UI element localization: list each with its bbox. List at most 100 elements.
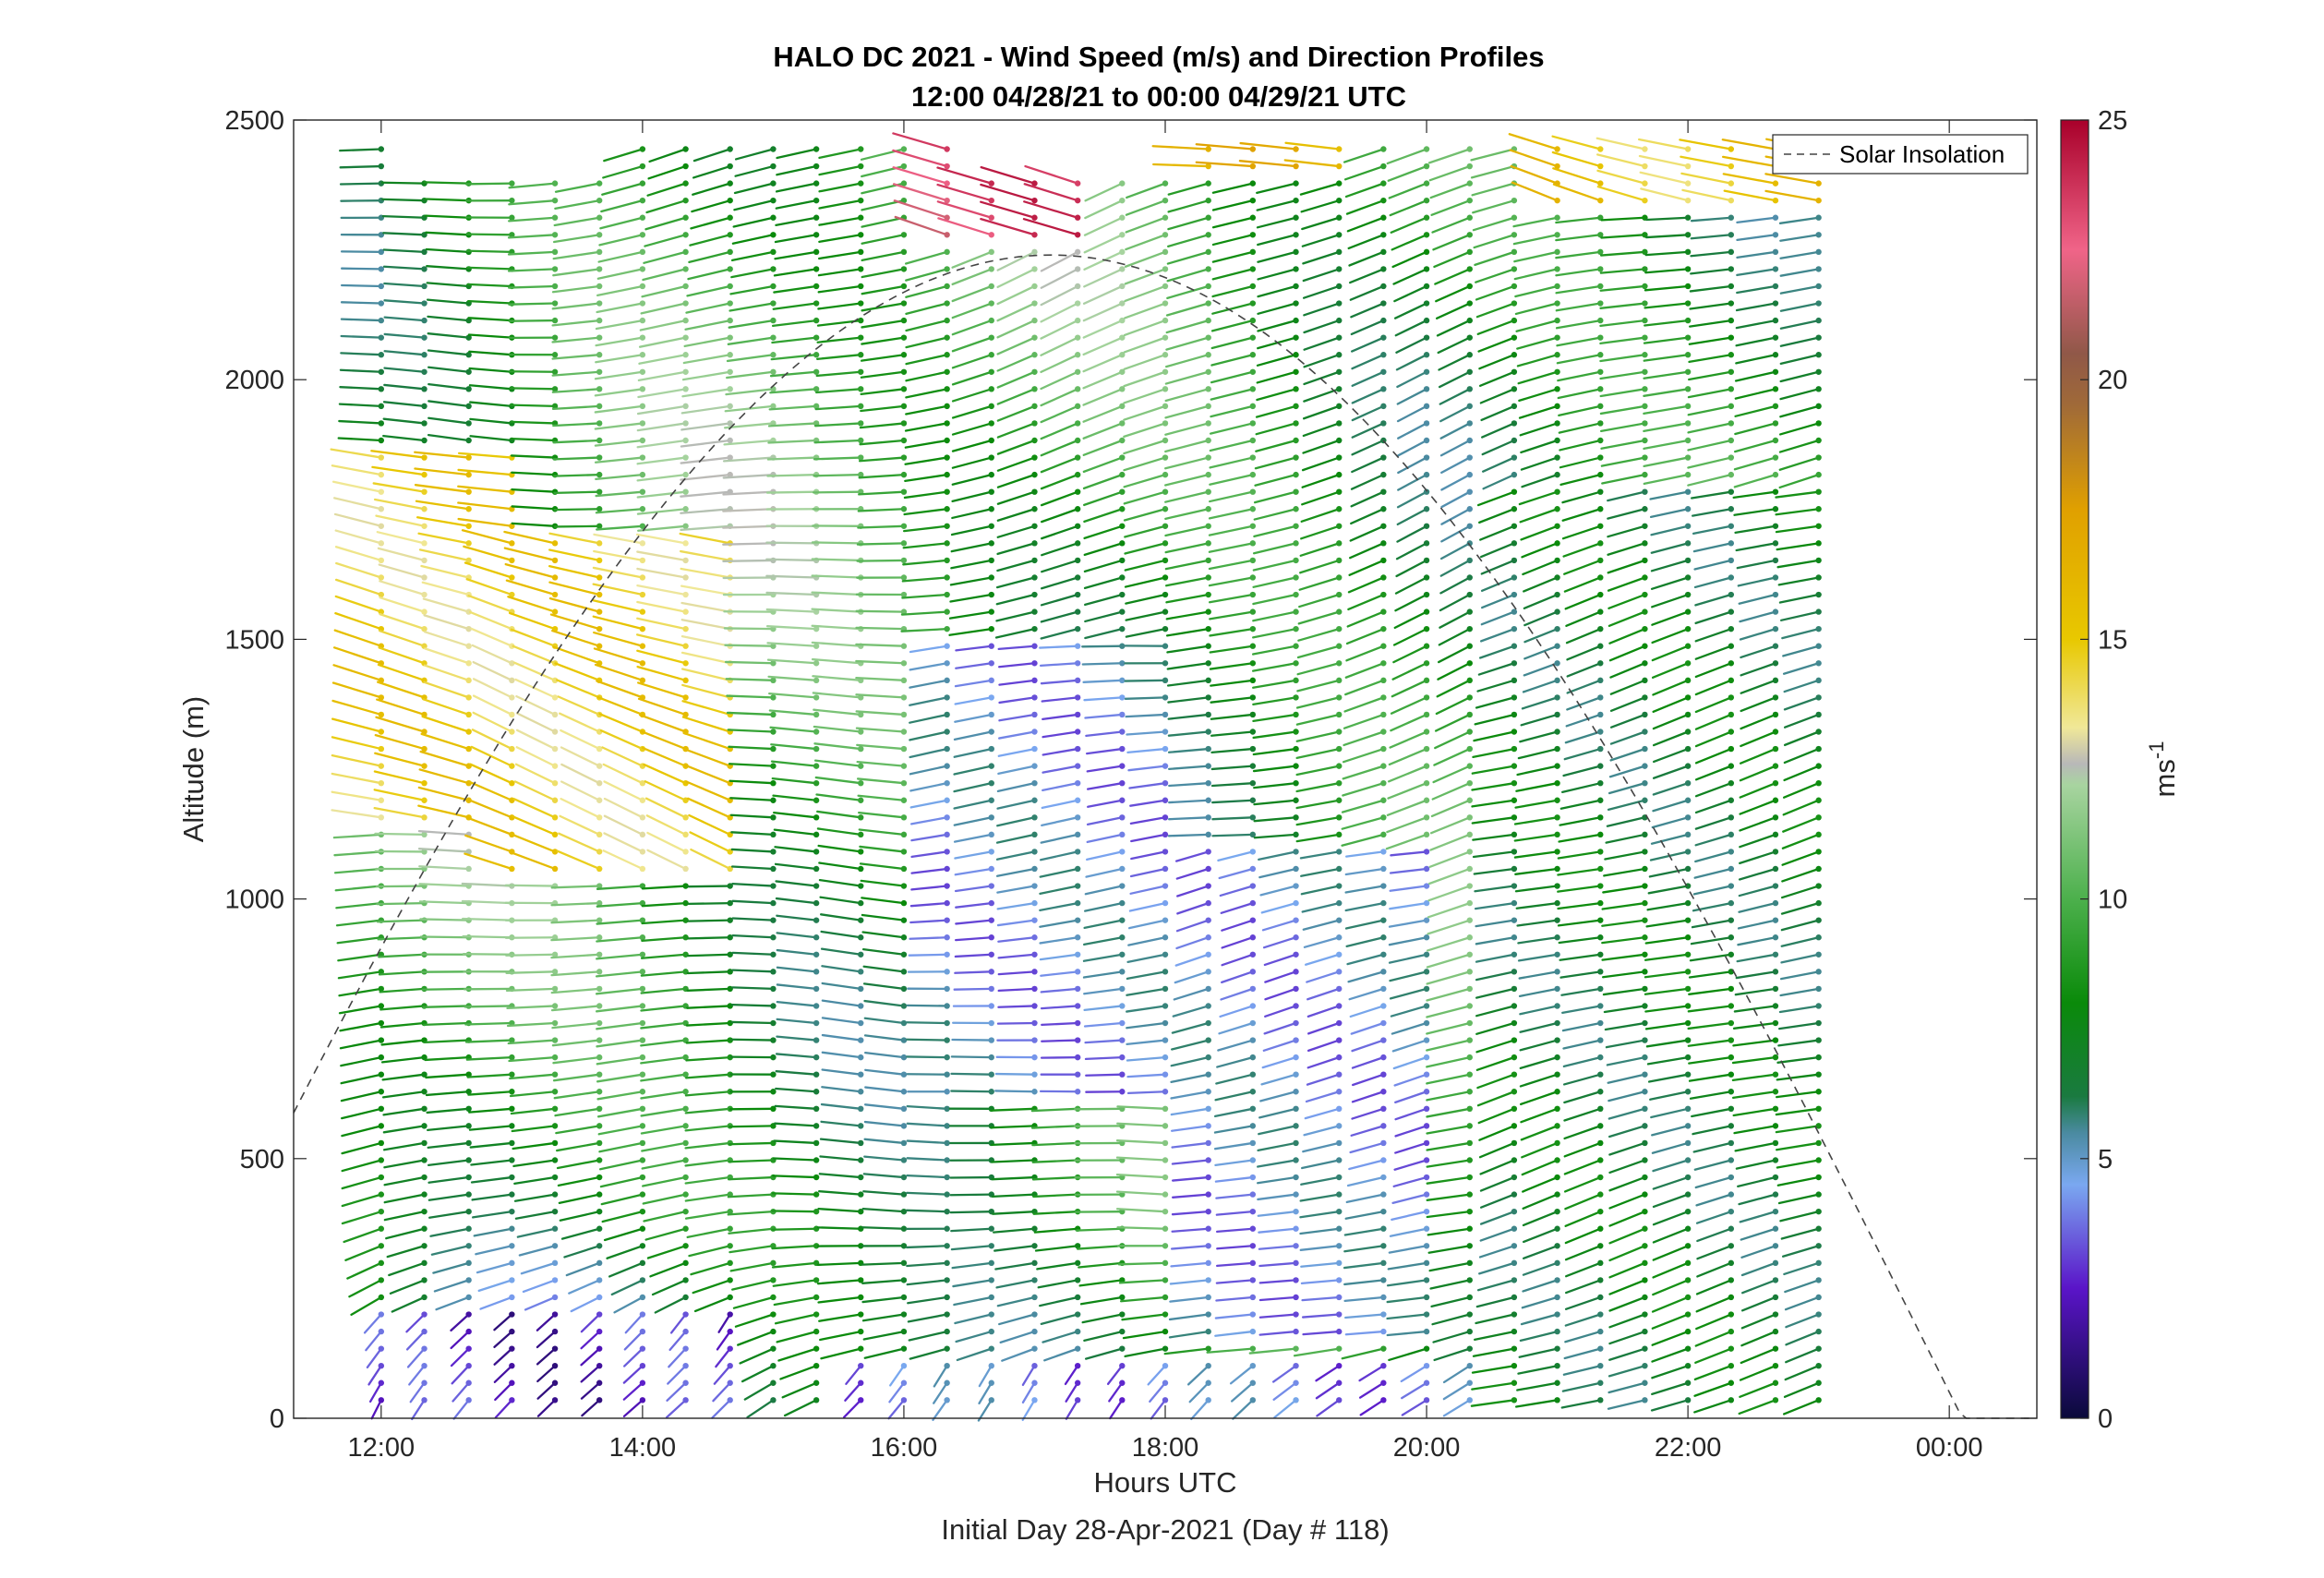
- wind-barb: [1168, 765, 1210, 771]
- wind-barb: [645, 199, 687, 214]
- wind-barb-dot: [944, 523, 950, 529]
- wind-barb-dot: [1031, 831, 1038, 838]
- wind-barb: [1781, 628, 1820, 640]
- wind-barb: [1557, 901, 1602, 910]
- wind-barb-dot: [1684, 214, 1692, 221]
- wind-barb-dot: [1293, 180, 1299, 187]
- wind-barb-dot: [1597, 1174, 1604, 1181]
- wind-barb-dot: [1815, 403, 1822, 410]
- wind-barb: [510, 404, 557, 408]
- wind-barb-dot: [1642, 608, 1648, 615]
- wind-barb-dot: [1466, 471, 1473, 478]
- wind-barb-dot: [1031, 1071, 1038, 1078]
- wind-barb: [558, 832, 601, 853]
- wind-barb-dot: [378, 1345, 385, 1352]
- wind-barb: [951, 422, 993, 436]
- wind-barb: [379, 630, 426, 647]
- wind-barb-dot: [1597, 917, 1604, 923]
- wind-barb: [858, 490, 906, 496]
- wind-barb-dot: [378, 1259, 385, 1267]
- wind-barb-dot: [1380, 763, 1387, 769]
- wind-barb: [1471, 765, 1516, 775]
- wind-barb-dot: [1772, 557, 1779, 564]
- wind-barb-dot: [551, 1071, 559, 1078]
- wind-barb: [1254, 456, 1297, 470]
- wind-barb-dot: [1684, 797, 1692, 803]
- wind-barb: [1256, 1175, 1297, 1185]
- wind-barb: [340, 1055, 382, 1067]
- wind-barb: [906, 1055, 948, 1059]
- wind-barb-dot: [1684, 1328, 1692, 1335]
- wind-barb: [771, 319, 818, 328]
- wind-barb: [640, 1090, 687, 1100]
- wind-barb: [1559, 456, 1602, 469]
- wind-barb-dot: [551, 540, 559, 547]
- wind-barb-dot: [900, 1105, 908, 1113]
- wind-barb-dot: [1815, 985, 1822, 993]
- wind-barb-dot: [1511, 557, 1518, 564]
- wind-barb-dot: [1815, 197, 1822, 204]
- wind-barb-dot: [900, 1208, 908, 1215]
- wind-barb: [637, 524, 687, 532]
- wind-barb: [712, 1381, 731, 1403]
- wind-barb: [419, 935, 470, 939]
- wind-barb-dot: [944, 1123, 950, 1129]
- wind-barb: [1351, 439, 1385, 456]
- wind-barb-dot: [1772, 488, 1779, 495]
- wind-barb: [1349, 524, 1385, 542]
- wind-barb-dot: [1031, 283, 1038, 290]
- wind-barb: [667, 1365, 687, 1385]
- wind-barb-dot: [727, 352, 733, 358]
- wind-barb-dot: [727, 1311, 733, 1318]
- wind-barb: [469, 401, 513, 408]
- wind-barb: [994, 1072, 1036, 1076]
- wind-barb-dot: [1772, 334, 1779, 341]
- wind-barb: [1739, 799, 1777, 815]
- wind-barb: [333, 512, 382, 527]
- wind-barb-dot: [1597, 1089, 1604, 1095]
- wind-barb-dot: [1728, 1054, 1735, 1061]
- wind-barb: [1171, 1159, 1210, 1165]
- wind-barb: [1651, 662, 1690, 680]
- wind-barb-dot: [1205, 779, 1211, 787]
- wind-barb-dot: [900, 677, 908, 684]
- wind-barb: [1252, 593, 1297, 606]
- wind-barb-dot: [1511, 1105, 1518, 1113]
- wind-barb-dot: [1466, 1362, 1473, 1369]
- wind-barb: [552, 234, 601, 244]
- wind-barb-dot: [1554, 1037, 1560, 1043]
- wind-barb-dot: [1597, 745, 1604, 753]
- wind-barb-dot: [1815, 1243, 1822, 1249]
- wind-barb-dot: [1728, 951, 1735, 958]
- wind-barb: [510, 454, 557, 459]
- wind-barb-dot: [1162, 1345, 1169, 1352]
- wind-barb: [990, 1141, 1036, 1147]
- wind-barb: [862, 1330, 906, 1341]
- wind-barb: [1167, 182, 1210, 196]
- wind-barb: [1127, 765, 1167, 772]
- wind-barb-dot: [1642, 1123, 1648, 1129]
- wind-barb-dot: [1511, 506, 1518, 512]
- wind-barb-dot: [1249, 1105, 1257, 1113]
- wind-barb-dot: [421, 643, 427, 649]
- wind-barb: [472, 678, 513, 699]
- wind-barb: [1644, 970, 1690, 979]
- wind-barb-dot: [1380, 180, 1387, 187]
- wind-barb: [1608, 1227, 1646, 1245]
- wind-barb-dot: [1684, 506, 1692, 512]
- wind-barb-dot: [727, 180, 733, 187]
- wind-barb-dot: [1511, 969, 1518, 975]
- wind-barb: [1723, 189, 1777, 202]
- wind-barb: [536, 1347, 557, 1366]
- wind-barb: [518, 1245, 557, 1257]
- wind-barb: [424, 647, 470, 665]
- wind-barb: [1776, 1175, 1820, 1187]
- wind-barb-dot: [1380, 985, 1387, 993]
- wind-barb-dot: [1162, 1157, 1169, 1163]
- wind-barb-dot: [1293, 471, 1299, 478]
- wind-barb: [1302, 422, 1341, 438]
- wind-barb: [996, 370, 1036, 389]
- wind-barb-dot: [944, 591, 950, 598]
- wind-barb: [550, 901, 601, 907]
- wind-barb-dot: [1728, 1019, 1735, 1027]
